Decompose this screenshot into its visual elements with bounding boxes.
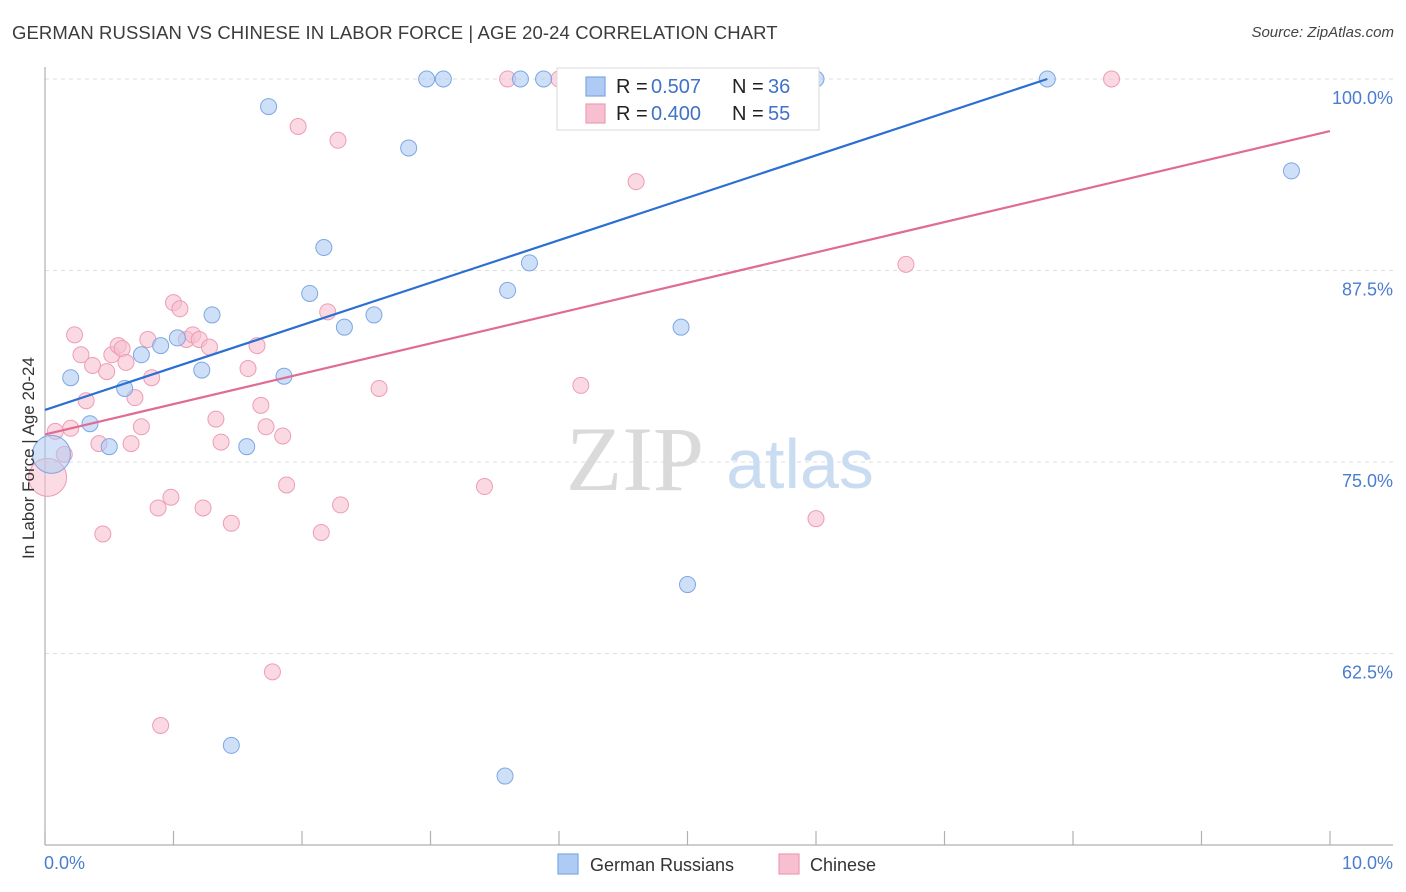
chinese-point (117, 353, 135, 371)
german-russians-point (152, 337, 170, 355)
german-russians-point (132, 346, 150, 364)
german-russians-point (434, 70, 452, 88)
chinese-point (194, 499, 212, 517)
german-russians-point (679, 576, 696, 594)
chinese-point (897, 255, 915, 273)
german-russians-point (400, 139, 418, 157)
german-russians-point (365, 306, 383, 324)
legend-swatch-chinese (778, 853, 800, 875)
chinese-point (122, 435, 140, 453)
german-russians-trend-line (44, 77, 1048, 411)
german-russians-point (193, 361, 211, 379)
chinese-point (252, 396, 270, 414)
chinese-point (212, 433, 230, 451)
chinese-trend-line (44, 130, 1331, 436)
chinese-point (572, 376, 590, 394)
stats-pink-n-label: N = (732, 103, 764, 125)
x-tick-label: 10.0% (1342, 853, 1393, 873)
chinese-point (263, 663, 281, 681)
legend-label-german-russians: German Russians (590, 855, 734, 875)
legend-swatch-german-russians (557, 853, 579, 875)
chinese-point (239, 360, 257, 378)
german-russians-point (31, 434, 71, 474)
german-russians-point (1282, 162, 1300, 180)
german-russians-point (62, 369, 80, 387)
chinese-point (1103, 70, 1121, 88)
chinese-point (152, 717, 170, 735)
stats-blue-r-label: R = (616, 76, 648, 98)
stats-pink-r-value: 0.400 (651, 103, 701, 125)
chinese-point (207, 410, 225, 428)
chinese-point (149, 499, 167, 517)
german-russians-point (535, 70, 553, 88)
stats-legend-blue-swatch (585, 76, 606, 97)
german-russians-point (499, 281, 517, 299)
german-russians-point (168, 329, 186, 347)
axes (44, 67, 1393, 846)
chinese-point (94, 525, 112, 543)
stats-blue-n-value: 36 (768, 76, 790, 98)
y-axis-label: In Labor Force | Age 20-24 (19, 357, 38, 559)
watermark-atlas: atlas (726, 425, 874, 503)
german-russians-point (203, 306, 221, 324)
chinese-point (132, 418, 150, 436)
trend-lines (44, 77, 1331, 436)
german-russians-point (511, 70, 529, 88)
axis-labels: In Labor Force | Age 20-24 62.5% 75.0% 87.… (19, 88, 1393, 873)
watermark: ZIP atlas (566, 408, 874, 510)
chinese-point (289, 117, 307, 135)
y-tick-label: 62.5% (1342, 663, 1393, 683)
stats-blue-n-label: N = (732, 76, 764, 98)
chinese-point (66, 326, 84, 344)
german-russians-point (520, 254, 538, 272)
chinese-point (312, 523, 330, 541)
german-russians-point (100, 438, 118, 456)
legend-label-chinese: Chinese (810, 855, 876, 875)
chinese-point (278, 476, 296, 494)
chinese-point (257, 418, 275, 436)
german-russians-point (672, 318, 690, 336)
chinese-point (329, 131, 347, 149)
chinese-point (162, 488, 180, 506)
chinese-point (332, 496, 350, 514)
chinese-point (171, 300, 189, 318)
stats-pink-r-label: R = (616, 103, 648, 125)
german-russians-point (222, 736, 240, 754)
stats-legend-pink-swatch (585, 103, 606, 124)
german-russians-point (418, 70, 436, 88)
stats-blue-r-value: 0.507 (651, 76, 701, 98)
y-tick-label: 100.0% (1332, 88, 1393, 108)
y-tick-label: 87.5% (1342, 280, 1393, 300)
chinese-point (84, 356, 102, 374)
stats-pink-n-value: 55 (768, 103, 790, 125)
german-russians-point (260, 98, 278, 116)
chinese-point (475, 478, 493, 496)
german-russians-point (301, 284, 319, 302)
chart-title: GERMAN RUSSIAN VS CHINESE IN LABOR FORCE… (12, 22, 778, 43)
chinese-point (222, 514, 240, 532)
y-tick-label: 75.0% (1342, 471, 1393, 491)
grid-lines (45, 78, 1393, 654)
chinese-point (807, 510, 825, 528)
german-russians-point (496, 767, 514, 785)
series-legend: German Russians Chinese (557, 853, 876, 875)
german-russians-point (238, 438, 256, 456)
watermark-zip: ZIP (566, 408, 704, 510)
chart-source: Source: ZipAtlas.com (1251, 24, 1394, 41)
chinese-point (98, 363, 116, 381)
chinese-point (370, 379, 388, 397)
x-tick-label: 0.0% (44, 853, 85, 873)
chinese-point (72, 346, 90, 364)
stats-legend: R = 0.507 N = 36 R = 0.400 N = 55 (556, 67, 820, 131)
german-russians-point (315, 239, 333, 257)
chinese-point (627, 173, 645, 191)
chinese-point (274, 427, 292, 445)
german-russians-point (335, 318, 353, 336)
